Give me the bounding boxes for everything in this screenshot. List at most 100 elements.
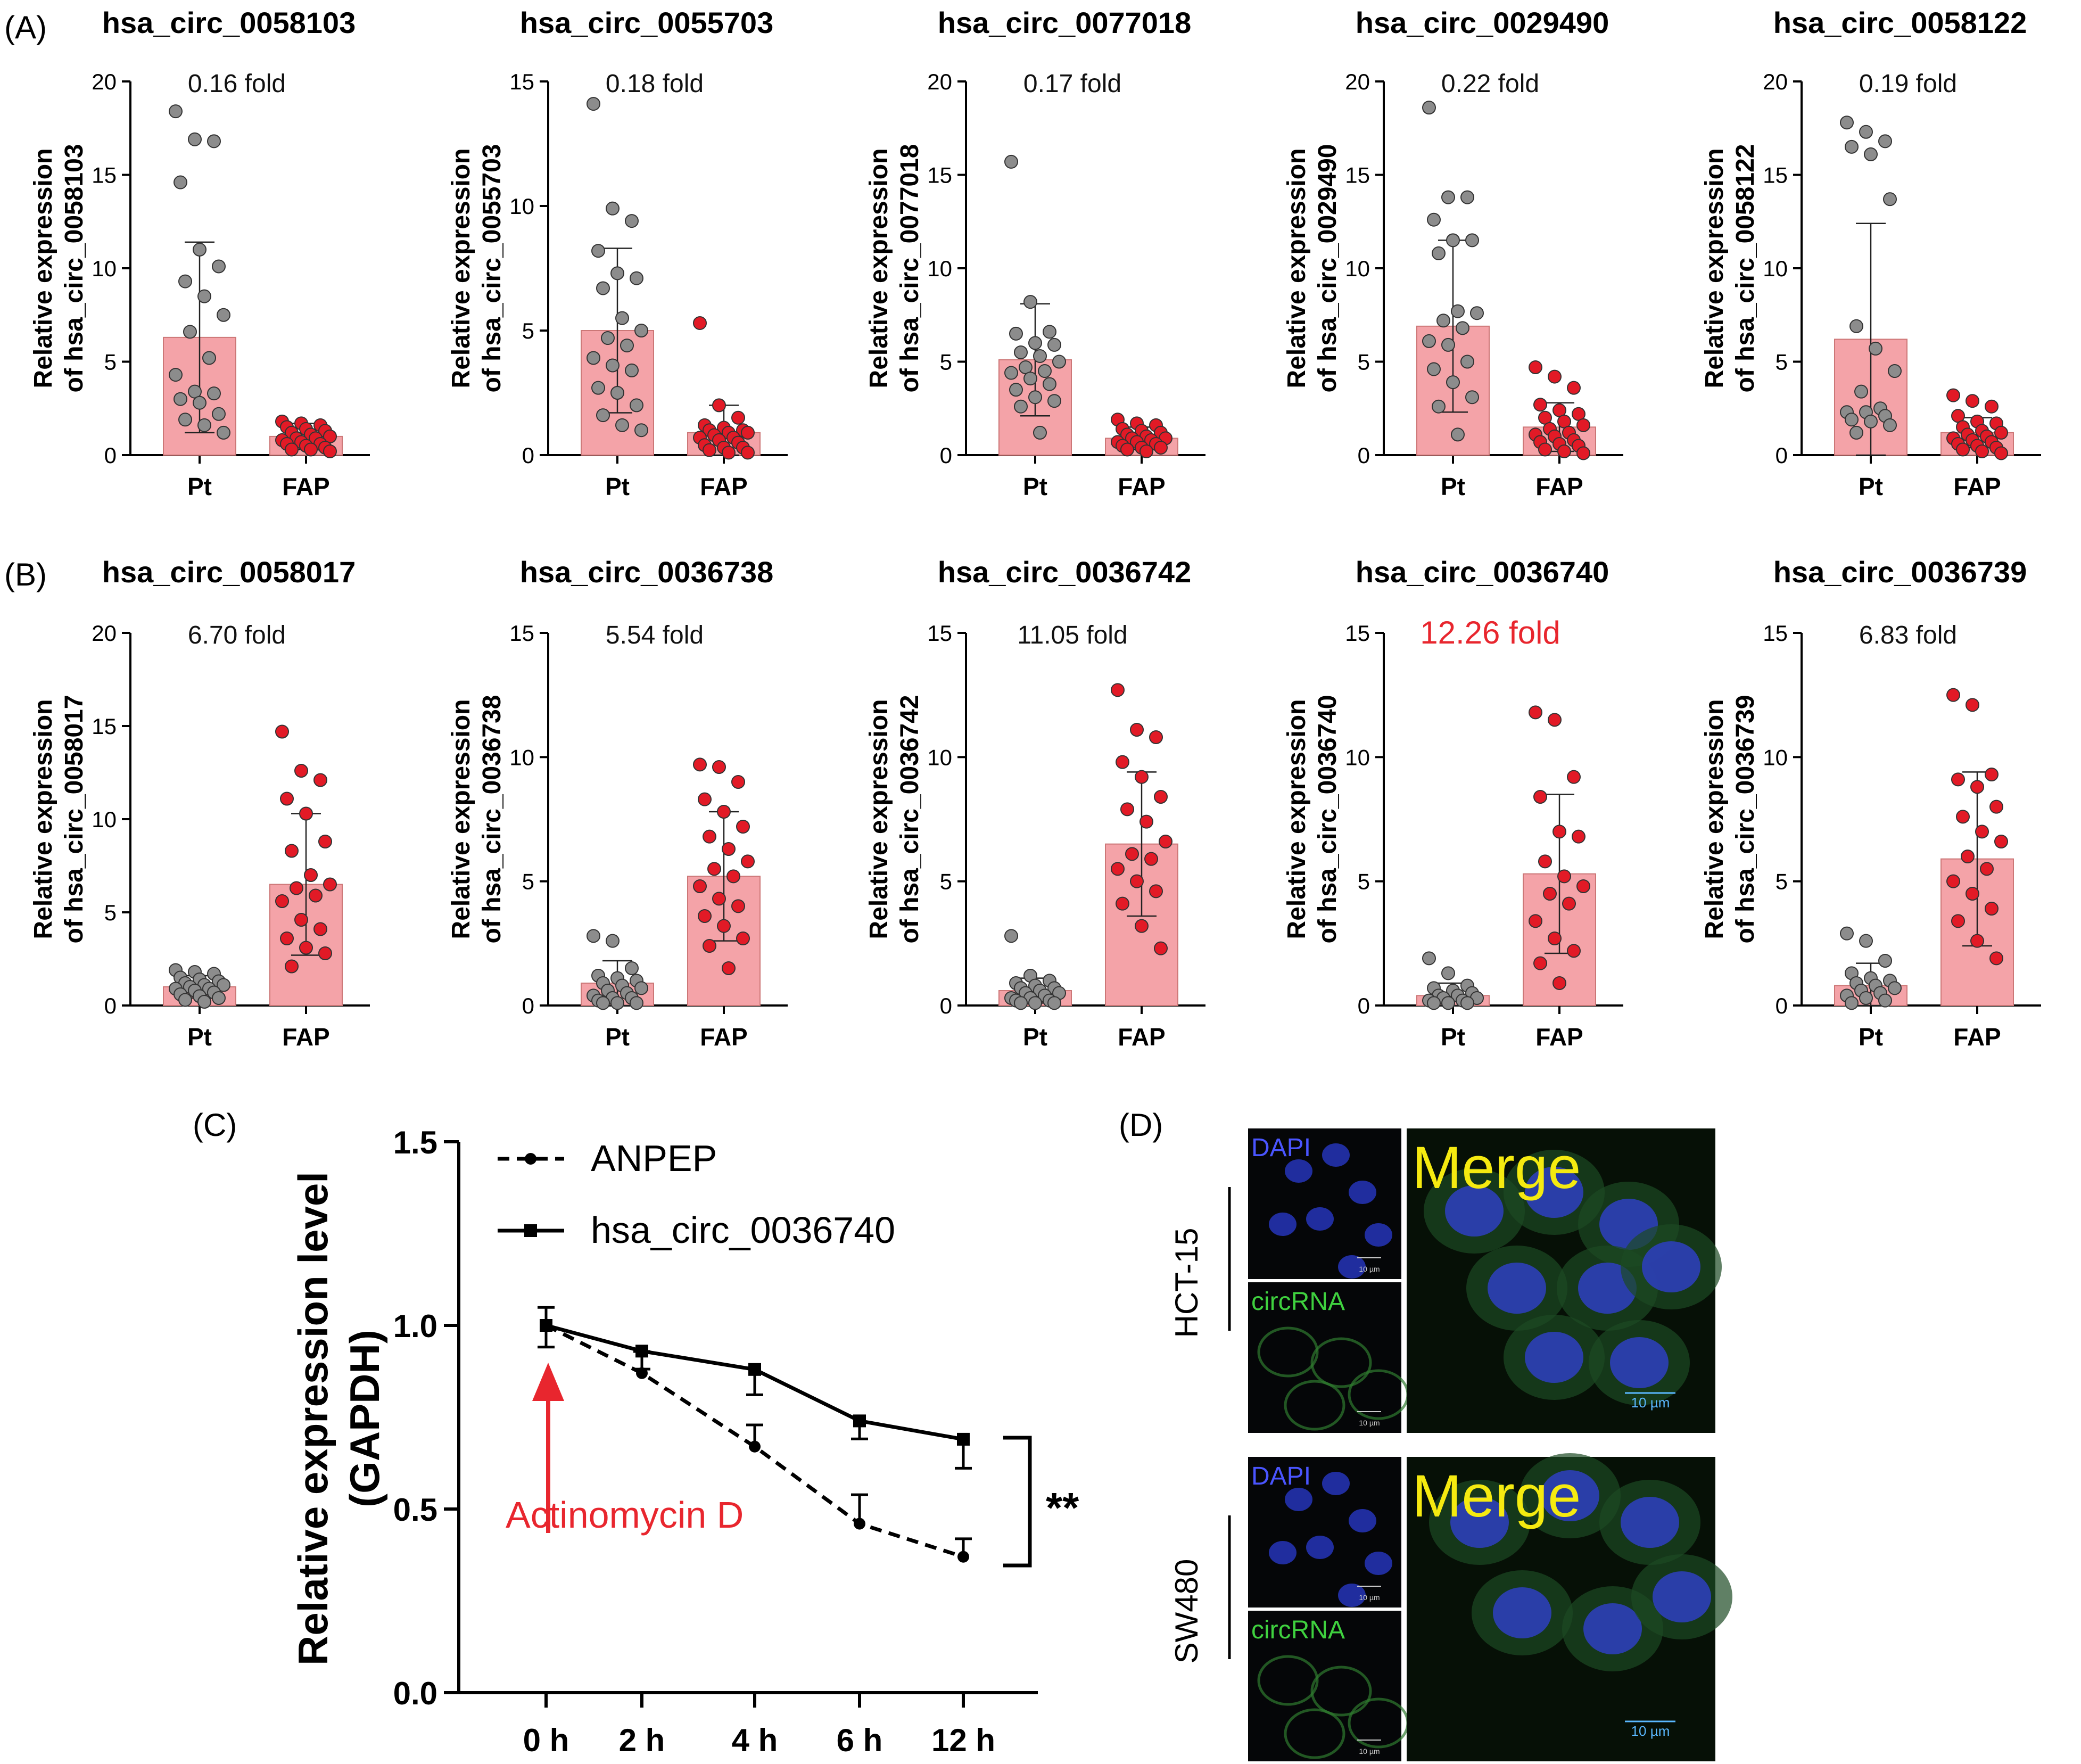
nucleus xyxy=(1621,1497,1679,1548)
x-tick-label: Pt xyxy=(1441,1023,1465,1051)
data-point xyxy=(1465,233,1479,248)
scale-bar-label: 10 µm xyxy=(1359,1593,1380,1602)
fold-change-label: 0.18 fold xyxy=(606,70,704,98)
data-point xyxy=(731,410,745,425)
data-point xyxy=(193,242,207,257)
data-point xyxy=(1441,996,1455,1010)
data-point xyxy=(188,132,202,146)
y-axis-label: (GAPDH) xyxy=(341,1330,388,1507)
data-point xyxy=(854,1518,865,1530)
data-point xyxy=(1576,879,1590,893)
data-point xyxy=(726,869,740,884)
y-tick-label: 10 xyxy=(92,807,117,832)
data-point xyxy=(1946,874,1960,888)
data-point xyxy=(1883,418,1897,432)
data-point xyxy=(299,941,313,955)
data-point xyxy=(1159,835,1172,848)
data-point xyxy=(1004,154,1018,169)
y-tick-label: 10 xyxy=(1763,256,1788,281)
data-point xyxy=(1116,896,1129,911)
data-point xyxy=(1033,425,1047,440)
y-axis-label: Relative expression level xyxy=(290,1172,336,1666)
nucleus xyxy=(1488,1263,1546,1314)
data-point xyxy=(1047,394,1061,408)
bar-chart-7: hsa_circ_0036738 5.54 fold 0 5 10 15 Relative … xyxy=(447,555,788,1051)
data-point xyxy=(731,775,745,789)
x-tick-label: Pt xyxy=(1023,1023,1047,1051)
data-point xyxy=(722,446,736,460)
data-point xyxy=(587,929,600,943)
data-point xyxy=(1533,956,1547,970)
nucleus xyxy=(1306,1536,1334,1559)
fold-change-label: 11.05 fold xyxy=(1017,621,1127,649)
y-tick-label: 10 xyxy=(509,745,534,770)
data-point xyxy=(304,868,318,882)
cell-line-label: SW480 xyxy=(1169,1559,1204,1664)
data-point xyxy=(1553,976,1566,990)
nucleus xyxy=(1445,1185,1504,1237)
data-point xyxy=(313,773,327,787)
nucleus xyxy=(1583,1603,1642,1654)
data-point xyxy=(1845,139,1859,154)
cell-outline xyxy=(1284,1380,1345,1431)
data-point xyxy=(1567,944,1581,958)
x-tick-label: FAP xyxy=(700,1023,747,1051)
circrna-image xyxy=(1248,1282,1401,1433)
data-point xyxy=(1052,355,1066,369)
nucleus xyxy=(1642,1241,1700,1292)
data-point xyxy=(596,281,610,295)
data-point xyxy=(722,842,736,856)
nucleus xyxy=(1525,1167,1583,1218)
x-tick-label: Pt xyxy=(1859,1023,1883,1051)
data-point xyxy=(591,381,605,395)
y-tick-label: 20 xyxy=(1763,69,1788,94)
data-point xyxy=(1023,295,1037,309)
y-tick-label: 0 xyxy=(1358,443,1370,468)
nucleus xyxy=(1306,1207,1334,1231)
data-point xyxy=(1120,802,1134,817)
x-tick-label: FAP xyxy=(700,473,747,500)
data-point xyxy=(1553,825,1566,839)
data-point xyxy=(169,104,183,119)
panel-label-d: (D) xyxy=(1119,1107,1163,1143)
y-tick-label: 20 xyxy=(1345,69,1370,94)
y-tick-label: 0 xyxy=(522,443,534,468)
data-point xyxy=(285,844,299,858)
y-tick-label: 15 xyxy=(1345,621,1370,646)
x-tick-label: 4 h xyxy=(732,1722,778,1758)
data-point xyxy=(707,862,721,876)
data-point xyxy=(1427,996,1441,1010)
data-point xyxy=(722,961,736,975)
data-point xyxy=(1966,394,1979,408)
y-tick-label: 5 xyxy=(522,869,534,894)
x-tick-label: 6 h xyxy=(837,1722,883,1758)
y-tick-label: 15 xyxy=(509,69,534,94)
y-axis-label: Relative expression xyxy=(1283,699,1311,939)
x-tick-label: Pt xyxy=(1023,473,1047,500)
data-point xyxy=(1989,951,2003,966)
y-tick-label: 15 xyxy=(92,163,117,188)
data-point xyxy=(1441,337,1455,352)
data-point xyxy=(1529,705,1542,720)
y-tick-label: 15 xyxy=(92,714,117,739)
y-axis-label: of hsa_circ_0036742 xyxy=(896,695,924,943)
y-tick-label: 20 xyxy=(92,69,117,94)
data-point xyxy=(1951,914,1965,928)
y-axis-label: of hsa_circ_0077018 xyxy=(896,144,924,392)
data-point xyxy=(1120,442,1134,457)
data-point xyxy=(1470,306,1484,320)
data-point xyxy=(1849,425,1863,440)
data-point xyxy=(1994,835,2008,848)
data-point xyxy=(197,418,211,432)
data-point xyxy=(1975,444,1989,458)
data-point xyxy=(693,316,707,330)
fold-change-label: 0.16 fold xyxy=(188,70,286,98)
data-point xyxy=(1572,829,1585,844)
nucleus xyxy=(1365,1223,1392,1247)
data-point xyxy=(630,996,643,1010)
data-point xyxy=(1985,768,1999,781)
data-point xyxy=(634,324,648,337)
data-point xyxy=(212,991,226,1005)
data-point xyxy=(1538,442,1552,457)
